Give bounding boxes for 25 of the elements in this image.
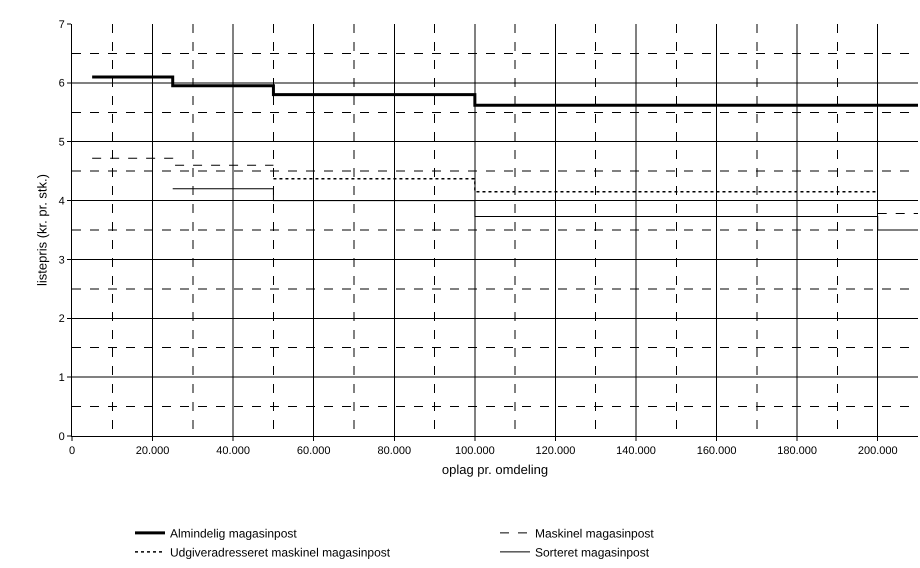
x-tick-label: 80.000 — [377, 445, 412, 458]
x-tick-label: 180.000 — [777, 445, 818, 458]
y-axis-title: listepris (kr. pr. stk.) — [34, 174, 50, 286]
x-tick-label: 40.000 — [216, 445, 250, 458]
y-tick-label: 7 — [58, 18, 65, 31]
x-tick-label: 160.000 — [696, 445, 736, 458]
legend-label: Maskinel magasinpost — [535, 526, 654, 541]
y-tick-label: 1 — [58, 372, 65, 384]
legend-label: Sorteret magasinpost — [535, 546, 650, 560]
legend-label: Almindelig magasinpost — [170, 526, 298, 541]
x-tick-label: 140.000 — [616, 445, 656, 458]
x-tick-label: 200.000 — [858, 445, 898, 458]
y-tick-label: 2 — [58, 313, 65, 326]
y-tick-label: 3 — [58, 254, 65, 266]
legend-label: Udgiveradresseret maskinel magasinpost — [170, 546, 391, 560]
x-tick-label: 60.000 — [296, 445, 331, 458]
x-tick-label: 100.000 — [454, 445, 495, 458]
x-axis-title: oplag pr. omdeling — [442, 462, 548, 477]
y-tick-label: 5 — [58, 136, 65, 149]
y-tick-label: 6 — [58, 78, 65, 90]
y-tick-label: 4 — [58, 195, 65, 208]
x-tick-label: 20.000 — [136, 445, 170, 458]
y-tick-label: 0 — [58, 430, 65, 443]
x-tick-label: 120.000 — [536, 445, 576, 458]
x-tick-label: 0 — [68, 445, 76, 458]
